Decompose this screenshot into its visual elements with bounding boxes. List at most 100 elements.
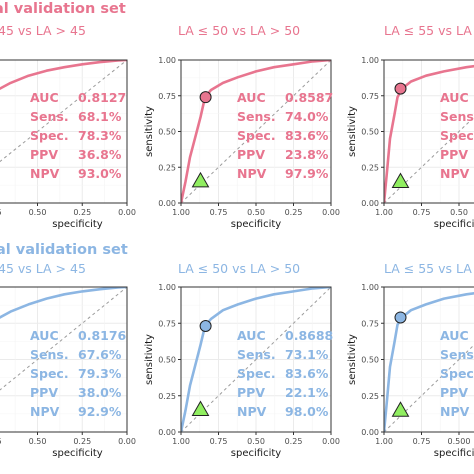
operating-point — [394, 311, 407, 324]
stat-label: NPV — [237, 166, 267, 181]
roc-panel-1: 45 vs LA > 45 0.75 0.50 0.25 0.00 specificity… — [0, 23, 136, 230]
stat-value: 98.0% — [285, 404, 329, 419]
x-tick-label: 0.50 — [247, 437, 265, 446]
x-tick-label: 0.500 — [448, 437, 471, 446]
stat-value: 68.1% — [78, 109, 122, 124]
plot-area — [384, 292, 474, 432]
roc-panel-3: LA ≤ 55 vs LA > 5 1.00 0.75 0.50 0.00 0.25 0.5… — [347, 23, 474, 230]
panel-title: 45 vs LA > 45 — [0, 261, 86, 276]
roc-panels: 45 vs LA > 45 0.75 0.50 0.25 0.00 specificity… — [0, 23, 474, 459]
stat-value: 0.8176 — [78, 328, 127, 343]
y-tick-label: 0.25 — [158, 392, 176, 401]
x-tick-label: 0.00 — [322, 437, 340, 446]
stat-label: AUC — [440, 328, 469, 343]
stat-value: 93.0% — [78, 166, 122, 181]
stats-box: AUC 0.8587 Sens. 74.0% Spec. 83.6% PPV 23.8% NPV… — [237, 90, 333, 181]
x-tick-label: 0.00 — [322, 208, 340, 217]
stat-label: PPV — [440, 147, 468, 162]
x-tick-label: 0.50 — [29, 208, 47, 217]
reference-diagonal — [0, 60, 127, 163]
section-title-internal: al validation set — [0, 1, 126, 17]
stat-value: 0.8127 — [78, 90, 126, 105]
x-tick-label: 0.50 — [247, 208, 265, 217]
panel-title: LA ≤ 50 vs LA > 50 — [178, 261, 300, 276]
stat-value: 83.6% — [285, 366, 329, 381]
reference-diagonal — [384, 344, 474, 432]
stat-label: NPV — [440, 404, 470, 419]
roc-curve — [384, 64, 474, 203]
stat-label: PPV — [440, 385, 468, 400]
stat-label: Sens. — [237, 109, 276, 124]
triangle-marker — [191, 171, 210, 188]
x-tick-label: 0.50 — [29, 437, 47, 446]
y-tick-label: 1.00 — [158, 283, 176, 292]
stat-label: NPV — [440, 166, 470, 181]
x-tick-label: 0.00 — [118, 208, 136, 217]
stat-label: Sens. — [30, 109, 69, 124]
stat-label: Spec. — [440, 128, 474, 143]
stat-label: AUC — [30, 90, 59, 105]
y-axis-label: sensitivity — [144, 334, 155, 385]
x-tick-label: 0.75 — [413, 437, 431, 446]
stat-label: Spec. — [30, 366, 69, 381]
stats-box: AUC 0.8176 Sens. 67.6% Spec. 79.3% PPV 38.0% NPV… — [30, 328, 127, 419]
panel-title: LA ≤ 55 vs LA > 5 — [384, 23, 474, 38]
y-tick-label: 0.50 — [361, 128, 379, 137]
y-axis-label: sensitivity — [347, 106, 358, 157]
y-tick-label: 0.00 — [361, 199, 379, 208]
x-tick-label: 0.25 — [73, 208, 91, 217]
stat-label: PPV — [237, 147, 265, 162]
x-axis-label: specificity — [231, 219, 281, 230]
y-tick-label: 0.00 — [361, 428, 379, 437]
plot-area — [384, 64, 474, 203]
roc-curve — [384, 292, 474, 432]
y-tick-label: 0.50 — [158, 128, 176, 137]
stat-label: NPV — [30, 404, 60, 419]
operating-point — [394, 82, 407, 95]
stat-value: 79.3% — [78, 366, 122, 381]
x-tick-label: 0.50 — [450, 208, 468, 217]
section-title-external: al validation set — [0, 242, 128, 258]
y-tick-label: 0.75 — [158, 319, 176, 328]
roc-curve — [181, 287, 331, 432]
stat-value: 73.1% — [285, 347, 329, 362]
x-tick-label: 1.00 — [375, 208, 393, 217]
y-tick-label: 0.25 — [158, 163, 176, 172]
reference-diagonal — [0, 287, 127, 391]
stat-label: Sens. — [440, 347, 474, 362]
plot-area — [181, 60, 331, 203]
stat-value: 38.0% — [78, 385, 122, 400]
stat-label: AUC — [440, 90, 469, 105]
y-axis-label: sensitivity — [144, 106, 155, 157]
operating-point — [199, 91, 212, 104]
roc-panel-2: LA ≤ 50 vs LA > 50 1.00 0.75 0.50 0.25 0.00 0.… — [144, 23, 340, 230]
plot-area — [181, 287, 331, 432]
x-tick-label: 0.75 — [413, 208, 431, 217]
x-axis-label: specificity — [52, 219, 102, 230]
panel-title: LA ≤ 55 vs LA > 5 — [384, 261, 474, 276]
stat-label: Spec. — [30, 128, 69, 143]
stat-label: NPV — [30, 166, 60, 181]
operating-point — [199, 320, 212, 333]
x-tick-label: 0.25 — [73, 437, 91, 446]
y-tick-label: 1.00 — [361, 283, 379, 292]
stat-value: 22.1% — [285, 385, 329, 400]
stat-value: 0.8587 — [285, 90, 333, 105]
x-tick-label: 0.25 — [285, 437, 303, 446]
stat-value: 23.8% — [285, 147, 329, 162]
x-tick-label: 0.75 — [210, 208, 228, 217]
y-tick-label: 0.25 — [361, 163, 379, 172]
stat-value: 92.9% — [78, 404, 122, 419]
panel-title: LA ≤ 50 vs LA > 50 — [178, 23, 300, 38]
triangle-marker — [191, 400, 210, 417]
stat-value: 78.3% — [78, 128, 122, 143]
y-tick-label: 0.75 — [158, 92, 176, 101]
stat-value: 0.8688 — [285, 328, 333, 343]
y-tick-label: 0.75 — [361, 92, 379, 101]
roc-panel-4: 45 vs LA > 45 0.75 0.50 0.25 0.00 specificity… — [0, 261, 136, 459]
x-tick-label: 0.00 — [118, 437, 136, 446]
roc-curve — [0, 287, 127, 319]
x-tick-label: 0.75 — [0, 208, 2, 217]
roc-panel-6: LA ≤ 55 vs LA > 5 1.00 0.75 0.500 0.00 0.25 0.… — [347, 261, 474, 459]
stat-value: 36.8% — [78, 147, 122, 162]
